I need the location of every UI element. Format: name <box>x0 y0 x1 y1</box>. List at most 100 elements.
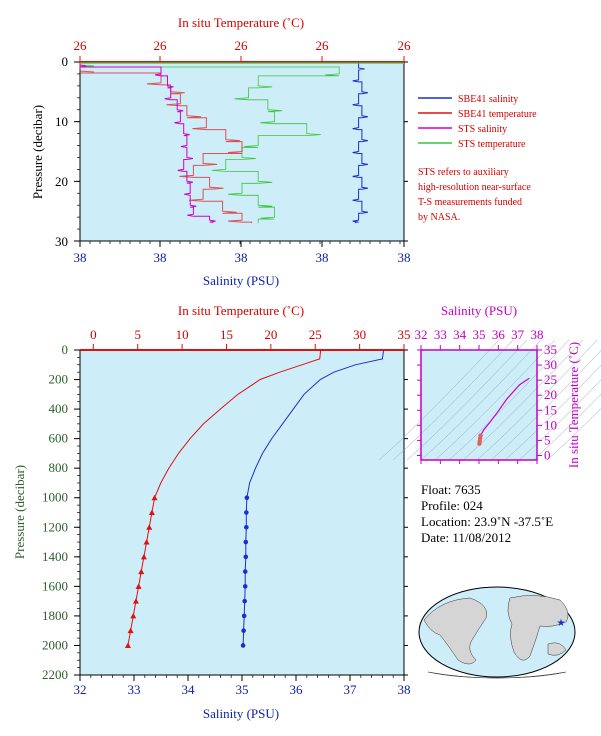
salinity-point <box>241 628 246 633</box>
ts-temperature-tick-label: 25 <box>544 372 557 387</box>
ts-salinity-axis-title: Salinity (PSU) <box>441 303 517 318</box>
ts-density-contour <box>476 339 598 461</box>
ts-ticks <box>417 345 542 464</box>
profile-top-tick-label: 0 <box>90 327 97 342</box>
salinity-point <box>242 569 248 574</box>
near-surface-series <box>79 62 404 224</box>
ts-density-contour <box>504 364 601 461</box>
ts-series <box>477 377 530 446</box>
float-location-marker: ★ <box>557 618 566 629</box>
near-surface-pressure-axis-title: Pressure (decibar) <box>30 105 45 199</box>
sts-temperature-line <box>79 62 340 224</box>
ts-density-contour <box>406 339 528 461</box>
ts-temperature-tick-label: 5 <box>544 432 551 447</box>
ts-salinity-tick-label: 35 <box>473 327 486 342</box>
temperature-point <box>127 627 134 634</box>
ts-salinity-tick-label: 33 <box>434 327 447 342</box>
ts-temperature-tick-label: 10 <box>544 417 557 432</box>
profile-plot-area <box>80 350 404 675</box>
ts-salinity-tick-label: 34 <box>453 327 467 342</box>
map-land-antarctica <box>427 671 567 679</box>
ts-temperature-axis-title: In situ Temperature (˚C) <box>566 342 581 468</box>
profile-pressure-tick-label: 1800 <box>42 608 68 623</box>
ts-salinity-tick-label: 38 <box>531 327 544 342</box>
profile-pressure-tick-label: 600 <box>49 431 69 446</box>
near-surface-top-tick-label: 26 <box>74 38 88 53</box>
profile-salinity-tick-label: 34 <box>182 682 196 697</box>
legend-label-sbe41-temperature: SBE41 temperature <box>458 109 537 120</box>
ts-salinity-tick-label: 36 <box>492 327 506 342</box>
salinity-point <box>244 524 249 530</box>
map-land-americas <box>423 597 487 665</box>
ts-temperature-tick-label: 30 <box>544 357 557 372</box>
profile-pressure-tick-labels: 0 200 400 600 800 1000 1200 1400 1600 1800 2000 220… <box>42 342 68 682</box>
profile-top-tick-label: 20 <box>264 327 277 342</box>
profile-salinity-tick-label: 37 <box>344 682 358 697</box>
profile-date: Date: 11/08/2012 <box>421 530 511 545</box>
profile-salinity-tick-labels: 32 33 34 35 36 37 38 <box>74 682 411 697</box>
profile-pressure-tick-label: 1400 <box>42 549 68 564</box>
near-surface-pressure-tick-label: 0 <box>62 54 69 69</box>
profile-top-tick-label: 15 <box>220 327 233 342</box>
profile-series <box>124 350 384 648</box>
ts-deep-point <box>478 433 483 438</box>
ts-temperature-tick-label: 15 <box>544 402 557 417</box>
profile-panel: In situ Temperature (˚C) 0 5 10 15 20 25 30 35 … <box>12 303 411 721</box>
temperature-point <box>148 509 155 515</box>
ts-salinity-tick-labels: 32 33 34 35 36 37 38 <box>415 327 544 342</box>
map-land-eurasia-africa <box>507 595 569 661</box>
sbe41-salinity-line <box>352 62 368 224</box>
near-surface-panel: In situ Temperature (˚C) 26 26 26 26 26 … <box>30 15 411 288</box>
profile-pressure-tick-label: 0 <box>62 342 69 357</box>
near-surface-temperature-axis-title: In situ Temperature (˚C) <box>178 15 304 30</box>
location-map: ★ <box>418 586 576 679</box>
profile-pressure-tick-label: 1000 <box>42 490 68 505</box>
legend-note-line: STS refers to auxiliary <box>418 167 509 178</box>
float-info: Float: 7635 Profile: 024 Location: 23.9˚… <box>421 482 553 545</box>
ts-temperature-tick-label: 20 <box>544 387 557 402</box>
salinity-profile-line <box>242 350 384 646</box>
sbe41-temperature-line <box>79 62 253 224</box>
salinity-point <box>242 598 247 604</box>
ts-salinity-tick-label: 37 <box>511 327 525 342</box>
sts-salinity-line <box>79 62 216 224</box>
near-surface-bottom-tick-label: 38 <box>74 250 87 265</box>
profile-pressure-tick-label: 200 <box>49 372 69 387</box>
profile-salinity-tick-label: 35 <box>236 682 249 697</box>
ts-temperature-tick-label: 0 <box>544 447 551 462</box>
temperature-point <box>135 583 142 589</box>
ts-density-contour <box>546 408 601 461</box>
profile-pressure-tick-label: 2000 <box>42 637 68 652</box>
temperature-point <box>124 642 131 648</box>
ts-density-contour <box>378 339 500 461</box>
profile-number: Profile: 024 <box>421 498 483 513</box>
ts-density-contour <box>448 339 570 461</box>
temperature-point <box>151 494 158 501</box>
salinity-point <box>244 495 250 501</box>
salinity-point <box>241 613 247 619</box>
profile-top-tick-label: 10 <box>176 327 189 342</box>
profile-salinity-tick-label: 32 <box>74 682 87 697</box>
profile-salinity-tick-label: 33 <box>128 682 141 697</box>
ts-density-contour <box>392 339 514 461</box>
legend-note-line: high-resolution near-surface <box>418 182 531 193</box>
ts-density-contour <box>532 393 601 461</box>
profile-top-tick-label: 35 <box>398 327 411 342</box>
near-surface-pressure-tick-label: 20 <box>55 174 68 189</box>
profile-salinity-tick-label: 36 <box>290 682 304 697</box>
near-surface-bottom-tick-label: 38 <box>316 250 329 265</box>
map-land-australia <box>547 642 567 656</box>
legend-label-sts-temperature: STS temperature <box>458 139 526 150</box>
temperature-point <box>146 524 153 530</box>
legend: SBE41 salinity SBE41 temperature STS sal… <box>418 94 537 223</box>
temperature-point <box>138 568 145 575</box>
ts-density-contour <box>420 339 542 461</box>
float-id: Float: 7635 <box>421 482 481 497</box>
near-surface-top-tick-label: 26 <box>235 38 249 53</box>
profile-pressure-tick-label: 2200 <box>42 667 68 682</box>
profile-pressure-axis-title: Pressure (decibar) <box>12 465 27 559</box>
ts-density-contours <box>378 339 601 461</box>
legend-note-line: T-S measurements funded <box>418 197 522 208</box>
profile-pressure-tick-label: 1200 <box>42 519 68 534</box>
